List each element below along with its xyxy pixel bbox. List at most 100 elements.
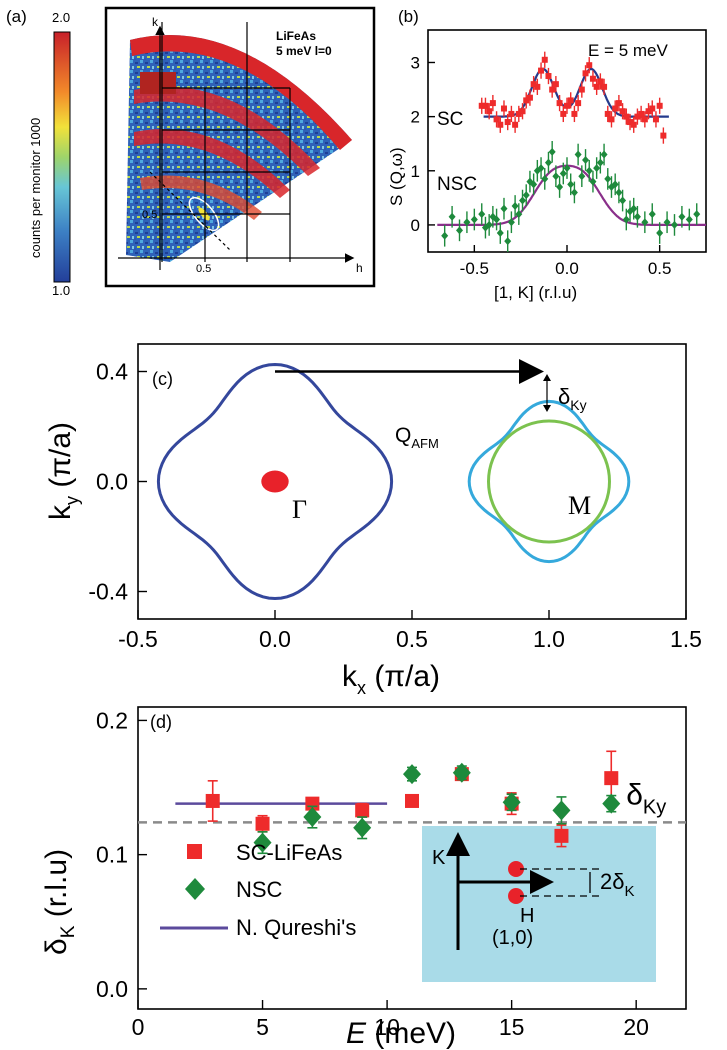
nsc-data-point <box>556 183 564 192</box>
x-tick-label: 1.0 <box>533 626 565 652</box>
sc-data-point <box>582 70 589 77</box>
y-tick-label: 0.0 <box>96 976 128 1002</box>
sc-data-point <box>560 110 567 117</box>
sc-data-point <box>541 56 548 63</box>
nsc-data-point <box>441 231 449 240</box>
x-tick-label: 0.5 <box>648 259 672 278</box>
sc-data-point <box>634 113 641 120</box>
sc-data-point <box>645 108 652 115</box>
nsc-data-point <box>456 226 464 235</box>
nsc-data-point <box>496 229 504 238</box>
sc-data-point <box>589 75 596 82</box>
sc-data-point <box>593 83 600 90</box>
colorbar-label: counts per monitor 1000 <box>28 118 43 258</box>
nsc-data-point <box>663 218 671 227</box>
y-tick-label: 0.0 <box>96 469 128 495</box>
sc-data-point <box>641 116 648 123</box>
nsc-data-point <box>470 215 478 224</box>
x-tick-label: 1.5 <box>670 626 702 652</box>
nsc-data-point <box>515 210 523 219</box>
x-tick-label: 5 <box>256 1014 269 1040</box>
nsc-data-point <box>452 762 471 783</box>
legend-qureshi-label: N. Qureshi's <box>236 915 356 940</box>
nsc-data-point <box>559 169 567 178</box>
nsc-data-point <box>448 212 456 221</box>
map-peak-ellipse <box>188 196 220 232</box>
sc-data-point <box>355 803 370 818</box>
panel-c-label: (c) <box>152 369 173 389</box>
x-tick-label: 0.5 <box>396 626 428 652</box>
nsc-data-point <box>502 792 521 813</box>
panel-a: (a) 2.0 1.0 counts per monitor 1000 k <box>6 6 376 298</box>
plot-d-ylabel: δK (r.l.u) <box>40 849 79 955</box>
plot-c-xlabel: kx (π/a) <box>342 660 440 698</box>
x-tick-label: 15 <box>499 1014 525 1040</box>
legend-sc-label: SC-LiFeAs <box>236 840 342 865</box>
sc-data-point <box>575 100 582 107</box>
nsc-data-point <box>678 212 686 221</box>
legend-sc: SC <box>437 109 463 130</box>
sc-data-point <box>523 97 530 104</box>
nsc-data-point <box>574 150 582 159</box>
x-tick-label: 0 <box>132 1014 145 1040</box>
plot-c-ticks: -0.5 0.0 0.5 1.0 1.5 0.4 0.0 -0.4 <box>88 359 702 653</box>
m-label: M <box>568 491 591 520</box>
map-outer-ring <box>130 34 352 150</box>
y-tick-label: 3 <box>411 53 420 72</box>
plot-d-ticks: 0 5 10 15 20 0.0 0.1 0.2 <box>96 707 649 1040</box>
nsc-data-point <box>670 220 678 229</box>
x-tick-label: 20 <box>623 1014 649 1040</box>
plot-b-fits <box>437 67 706 226</box>
sc-data-point <box>615 100 622 107</box>
x-tick-label: 0.0 <box>555 259 579 278</box>
map-axis-h: h <box>356 261 363 275</box>
inset-k-label: K <box>432 847 446 869</box>
sc-data-point <box>405 793 419 808</box>
gamma-pocket <box>261 470 289 493</box>
sc-data-point <box>305 796 320 811</box>
nsc-data-point <box>593 164 601 173</box>
sc-data-point <box>571 110 578 117</box>
sc-data-point <box>612 105 619 112</box>
nsc-data-point <box>403 764 421 785</box>
delta-ky-label: δKy <box>558 384 587 413</box>
panel-b: (b) -0.5 0.0 0.5 0 1 2 3 E = 5 meV SC NSC S (Q… <box>387 7 707 302</box>
sc-data-point <box>482 102 489 109</box>
sc-data-point <box>656 102 663 109</box>
sc-data-point <box>497 121 504 128</box>
plot-d-xlabel: E (meV) <box>346 1017 456 1050</box>
map-tick-k: 0.5 <box>142 209 157 221</box>
sc-data-point <box>530 81 537 88</box>
map-hot-spot <box>140 72 176 94</box>
map-ring-4 <box>140 175 262 220</box>
nsc-data-point <box>463 218 471 227</box>
sc-data-point <box>489 100 496 107</box>
sc-data-point <box>478 102 485 109</box>
nsc-data-point <box>537 164 545 173</box>
nsc-data-point <box>507 218 515 227</box>
nsc-data-point <box>563 164 571 173</box>
y-tick-label: -0.4 <box>88 579 128 605</box>
nsc-data-point <box>589 177 597 186</box>
legend-nsc: NSC <box>437 174 477 195</box>
q-afm-label: QAFM <box>395 424 439 451</box>
inset-point-label: (1,0) <box>492 927 533 949</box>
nsc-data-point <box>685 215 693 224</box>
nsc-data-point <box>522 191 530 200</box>
nsc-data-point <box>511 201 519 210</box>
nsc-data-point <box>582 155 590 164</box>
legend-nsc-marker <box>185 878 205 900</box>
sc-data-point <box>567 97 574 104</box>
nsc-data-point <box>485 220 493 229</box>
plot-c-ylabel: ky (π/a) <box>44 422 82 520</box>
nsc-data-point <box>656 229 664 238</box>
nsc-data-point <box>478 210 486 219</box>
map-axis-k: k <box>152 15 159 29</box>
sc-data-point <box>608 116 615 123</box>
map-title-2: 5 meV l=0 <box>276 44 332 58</box>
plot-d-points <box>205 750 621 855</box>
nsc-data-point <box>633 212 641 221</box>
nsc-data-point <box>585 166 593 175</box>
panel-c: (c) -0.5 0.0 0.5 1.0 1.50.40.0-0.4 δKy QAFM … <box>44 343 702 698</box>
sc-data-point <box>623 113 630 120</box>
